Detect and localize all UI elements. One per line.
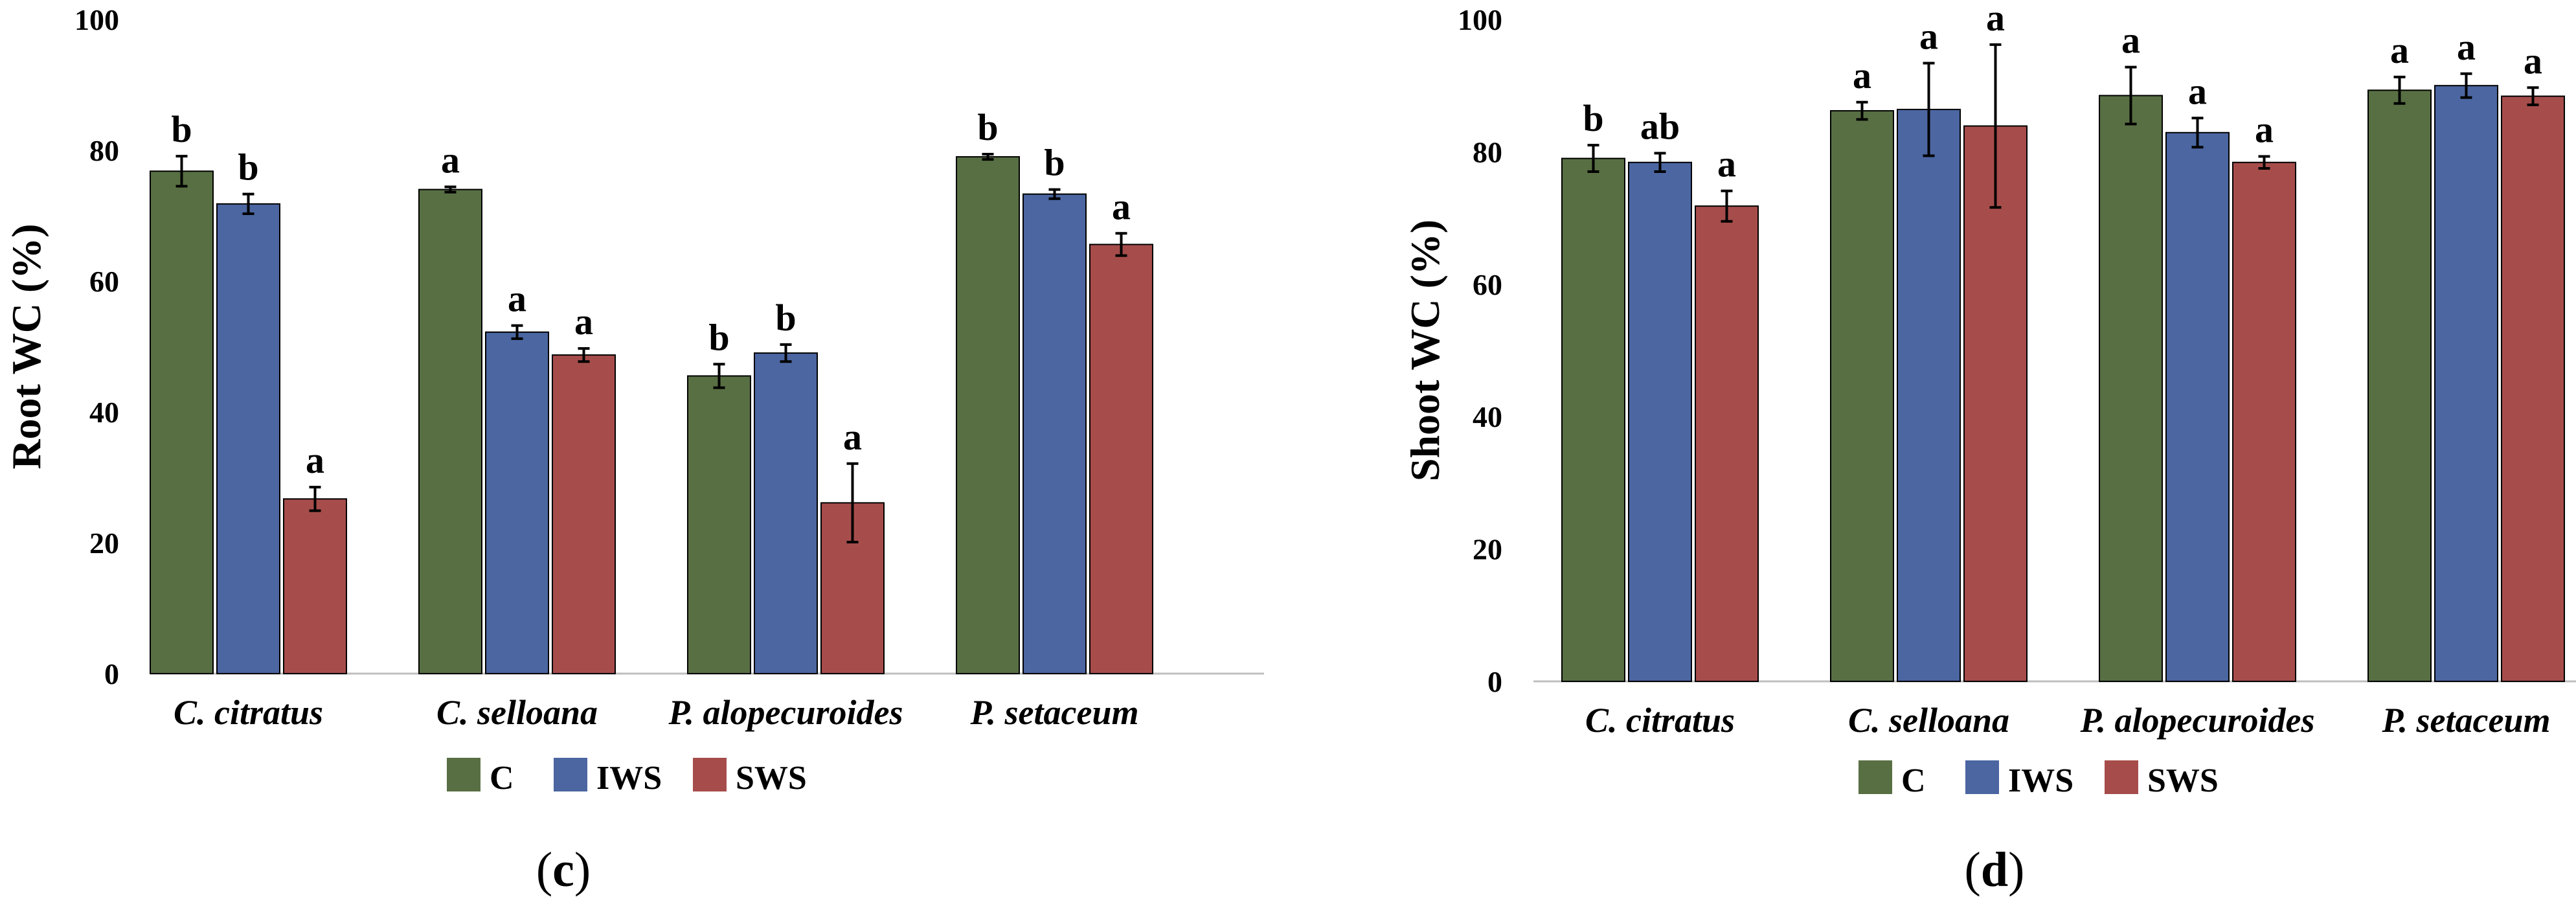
legend-swatch-iws xyxy=(1965,760,1999,794)
y-axis-label: Root WC (%) xyxy=(3,223,49,469)
panel-label-close: ) xyxy=(2008,843,2024,897)
bar-c xyxy=(1830,110,1894,682)
bar-c xyxy=(2367,89,2432,682)
panel-label-open: ( xyxy=(536,843,552,897)
significance-letter: b xyxy=(708,316,729,358)
significance-letter: b xyxy=(977,106,998,148)
x-category-label: C. selloana xyxy=(1848,701,2009,740)
x-category-label: C. selloana xyxy=(436,693,598,732)
significance-letter: ab xyxy=(1640,105,1680,147)
y-tick-label: 20 xyxy=(89,527,119,560)
panel-label: (c) xyxy=(536,843,591,897)
bar-sws xyxy=(283,498,347,675)
significance-letter: a xyxy=(2390,29,2409,71)
y-tick-label: 40 xyxy=(1473,400,1502,433)
x-category-label: C. citratus xyxy=(174,693,323,732)
bar-c xyxy=(2099,95,2163,682)
x-category-label: P. alopecuroides xyxy=(2080,701,2315,740)
panel-label: (d) xyxy=(1965,843,2025,897)
bar-sws xyxy=(1695,205,1759,683)
x-category-label: P. setaceum xyxy=(970,693,1139,732)
legend: C IWS SWS xyxy=(447,758,807,797)
bar-c xyxy=(687,375,751,674)
panel-label-open: ( xyxy=(1965,843,1981,897)
significance-letter: b xyxy=(1583,97,1603,139)
legend-swatch-sws xyxy=(693,758,727,791)
legend-swatch-c xyxy=(1859,760,1892,794)
significance-letter: a xyxy=(1717,143,1736,185)
bar-sws xyxy=(552,354,616,674)
panel-label-letter: c xyxy=(552,843,574,897)
legend-label: IWS xyxy=(596,760,662,797)
significance-letter: a xyxy=(306,439,324,481)
bar-iws xyxy=(2165,131,2230,682)
bar-iws xyxy=(485,331,549,674)
significance-letter: a xyxy=(1112,185,1131,227)
bar-sws xyxy=(2501,95,2565,682)
y-tick-label: 0 xyxy=(104,657,119,690)
bar-iws xyxy=(1628,161,1692,682)
y-tick-label: 80 xyxy=(1473,135,1502,168)
significance-letter: a xyxy=(2255,109,2274,151)
legend-label: SWS xyxy=(736,760,807,797)
bar-sws xyxy=(2232,161,2296,682)
y-tick-label: 100 xyxy=(74,3,119,36)
significance-letter: a xyxy=(574,301,593,343)
panel-label-close: ) xyxy=(574,843,591,897)
significance-letter: a xyxy=(2188,70,2207,112)
x-category-label: P. setaceum xyxy=(2382,701,2551,740)
y-tick-label: 60 xyxy=(89,265,119,298)
significance-letter: b xyxy=(1044,142,1065,184)
bar-iws xyxy=(2434,85,2498,682)
bar-c xyxy=(1561,157,1625,682)
significance-letter: a xyxy=(2457,26,2476,68)
significance-letter: a xyxy=(1919,15,1938,57)
significance-letter: a xyxy=(441,139,460,181)
y-axis-label: Shoot WC (%) xyxy=(1402,220,1448,481)
legend-swatch-iws xyxy=(554,758,587,791)
legend: C IWS SWS xyxy=(1859,760,2219,799)
significance-letter: b xyxy=(775,297,796,339)
bar-sws xyxy=(1089,244,1153,674)
bar-iws xyxy=(216,203,280,674)
bar-iws xyxy=(754,352,818,674)
significance-letter: a xyxy=(2121,19,2140,62)
significance-letter: a xyxy=(2524,40,2542,82)
y-tick-label: 100 xyxy=(1458,3,1502,36)
bar-c xyxy=(956,156,1020,675)
bar-iws xyxy=(1022,193,1087,675)
y-tick-label: 60 xyxy=(1473,268,1502,301)
bar-c xyxy=(150,170,214,674)
bar-c xyxy=(418,188,482,675)
legend-swatch-c xyxy=(447,758,480,791)
significance-letter: b xyxy=(171,108,192,150)
significance-letter: a xyxy=(843,416,862,458)
y-tick-label: 40 xyxy=(89,396,119,429)
bar-iws xyxy=(1897,108,1961,682)
y-tick-label: 0 xyxy=(1487,665,1502,698)
legend-label: C xyxy=(490,760,514,797)
significance-letter: a xyxy=(508,278,526,320)
legend-label: SWS xyxy=(2147,762,2219,799)
x-category-label: C. citratus xyxy=(1585,701,1735,740)
significance-letter: b xyxy=(238,146,258,188)
y-tick-label: 20 xyxy=(1473,533,1502,566)
legend-swatch-sws xyxy=(2105,760,2138,794)
significance-letter: a xyxy=(1986,0,2005,39)
panel-label-letter: d xyxy=(1981,843,2008,897)
legend-label: IWS xyxy=(2008,762,2073,799)
x-category-label: P. alopecuroides xyxy=(668,693,903,732)
chart-panel-c: 0 20 40 60 80 100 Root WC (%) b b a C. citratus a a a… xyxy=(3,3,1264,897)
bar-sws xyxy=(1963,125,2028,683)
legend-label: C xyxy=(1901,762,1926,799)
significance-letter: a xyxy=(1853,54,1871,97)
y-tick-label: 80 xyxy=(89,134,119,167)
